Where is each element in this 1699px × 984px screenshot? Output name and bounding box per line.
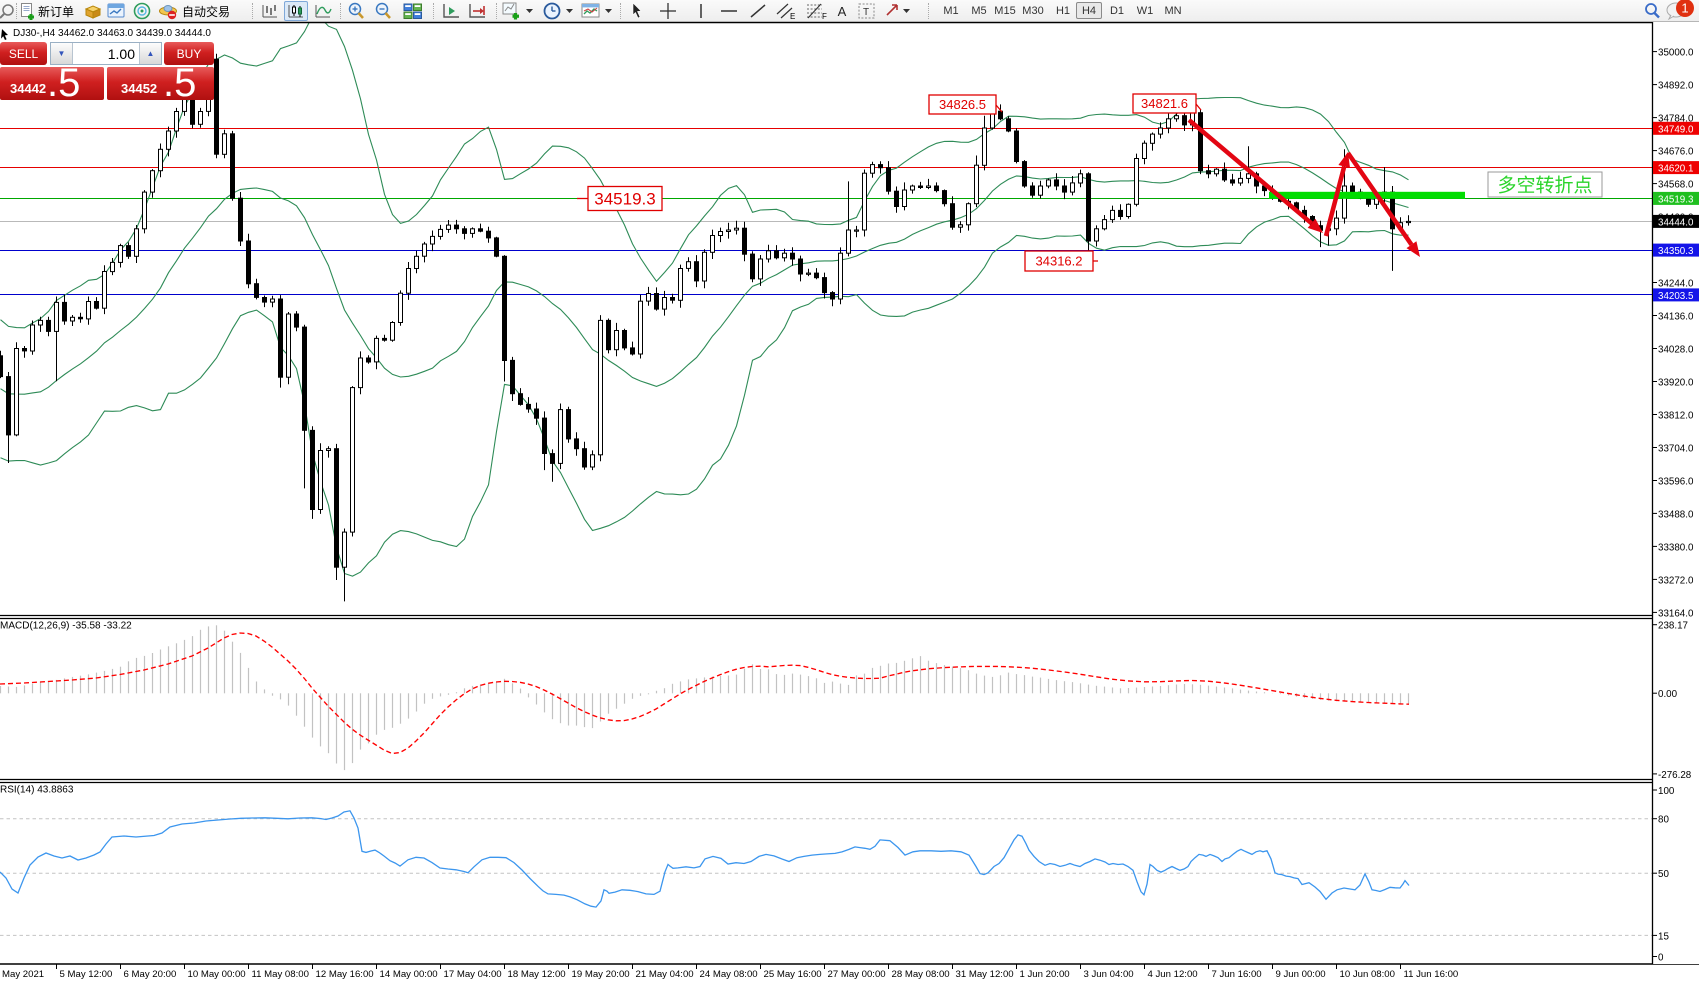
svg-text:F: F [822, 12, 827, 20]
svg-text:7 Jun 16:00: 7 Jun 16:00 [1212, 969, 1262, 979]
svg-text:35000.0: 35000.0 [1658, 48, 1694, 59]
svg-text:34444.0: 34444.0 [1658, 217, 1694, 228]
svg-text:4 Jun 12:00: 4 Jun 12:00 [1148, 969, 1198, 979]
svg-text:33380.0: 33380.0 [1658, 542, 1694, 553]
svg-text:34749.0: 34749.0 [1658, 124, 1694, 135]
svg-text:34519.3: 34519.3 [594, 190, 655, 209]
svg-text:RSI(14) 43.8863: RSI(14) 43.8863 [0, 785, 74, 796]
svg-text:25 May 16:00: 25 May 16:00 [764, 969, 822, 979]
svg-text:34784.0: 34784.0 [1658, 114, 1694, 125]
svg-text:34350.3: 34350.3 [1658, 246, 1694, 257]
svg-text:6 May 20:00: 6 May 20:00 [124, 969, 177, 979]
svg-text:10 Jun 08:00: 10 Jun 08:00 [1340, 969, 1395, 979]
svg-text:1 Jun 20:00: 1 Jun 20:00 [1020, 969, 1070, 979]
svg-text:10 May 00:00: 10 May 00:00 [188, 969, 246, 979]
svg-text:27 May 00:00: 27 May 00:00 [828, 969, 886, 979]
svg-text:31 May 12:00: 31 May 12:00 [956, 969, 1014, 979]
svg-text:80: 80 [1658, 815, 1669, 826]
svg-text:11 Jun 16:00: 11 Jun 16:00 [1404, 969, 1459, 979]
svg-text:34892.0: 34892.0 [1658, 81, 1694, 92]
svg-text:19 May 20:00: 19 May 20:00 [572, 969, 630, 979]
svg-text:11 May 08:00: 11 May 08:00 [252, 969, 309, 979]
svg-text:T: T [863, 7, 869, 18]
svg-text:1: 1 [1681, 1, 1688, 16]
svg-text:24 May 08:00: 24 May 08:00 [700, 969, 758, 979]
svg-text:33704.0: 33704.0 [1658, 444, 1694, 455]
svg-text:9 Jun 00:00: 9 Jun 00:00 [1276, 969, 1326, 979]
svg-text:33812.0: 33812.0 [1658, 411, 1694, 422]
svg-text:28 May 08:00: 28 May 08:00 [892, 969, 950, 979]
svg-text:33164.0: 33164.0 [1658, 608, 1694, 619]
svg-text:12 May 16:00: 12 May 16:00 [316, 969, 374, 979]
svg-text:May 2021: May 2021 [2, 969, 44, 979]
svg-text:18 May 12:00: 18 May 12:00 [508, 969, 566, 979]
svg-text:34244.0: 34244.0 [1658, 279, 1694, 290]
svg-text:33488.0: 33488.0 [1658, 509, 1694, 520]
svg-text:MACD(12,26,9) -35.58 -33.22: MACD(12,26,9) -35.58 -33.22 [0, 621, 132, 632]
svg-text:0: 0 [1658, 953, 1664, 964]
svg-text:0.00: 0.00 [1658, 689, 1678, 700]
svg-text:34821.6: 34821.6 [1141, 96, 1188, 111]
svg-text:33272.0: 33272.0 [1658, 575, 1694, 586]
svg-text:34028.0: 34028.0 [1658, 345, 1694, 356]
svg-text:15: 15 [1658, 931, 1669, 942]
svg-text:14 May 00:00: 14 May 00:00 [380, 969, 438, 979]
svg-text:34676.0: 34676.0 [1658, 147, 1694, 158]
svg-text:多空转折点: 多空转折点 [1497, 175, 1592, 197]
svg-text:33920.0: 33920.0 [1658, 378, 1694, 389]
svg-text:34519.3: 34519.3 [1658, 194, 1694, 205]
svg-text:3 Jun 04:00: 3 Jun 04:00 [1084, 969, 1134, 979]
svg-text:34620.1: 34620.1 [1658, 164, 1693, 175]
svg-text:DJ30-,H4 34462.0 34463.0 3443: DJ30-,H4 34462.0 34463.0 34439.0 34444.0 [13, 28, 211, 39]
svg-text:238.17: 238.17 [1658, 621, 1688, 632]
svg-text:21 May 04:00: 21 May 04:00 [636, 969, 694, 979]
svg-text:50: 50 [1658, 869, 1669, 880]
svg-text:34316.2: 34316.2 [1036, 254, 1083, 269]
svg-text:-276.28: -276.28 [1658, 770, 1692, 781]
svg-text:33596.0: 33596.0 [1658, 477, 1694, 488]
svg-text:17 May 04:00: 17 May 04:00 [444, 969, 502, 979]
svg-text:5 May 12:00: 5 May 12:00 [60, 969, 113, 979]
svg-text:34568.0: 34568.0 [1658, 180, 1694, 191]
svg-text:34136.0: 34136.0 [1658, 312, 1694, 323]
svg-text:100: 100 [1658, 786, 1675, 797]
svg-text:E: E [790, 12, 795, 20]
svg-text:34203.5: 34203.5 [1658, 291, 1694, 302]
svg-text:34826.5: 34826.5 [939, 97, 986, 112]
